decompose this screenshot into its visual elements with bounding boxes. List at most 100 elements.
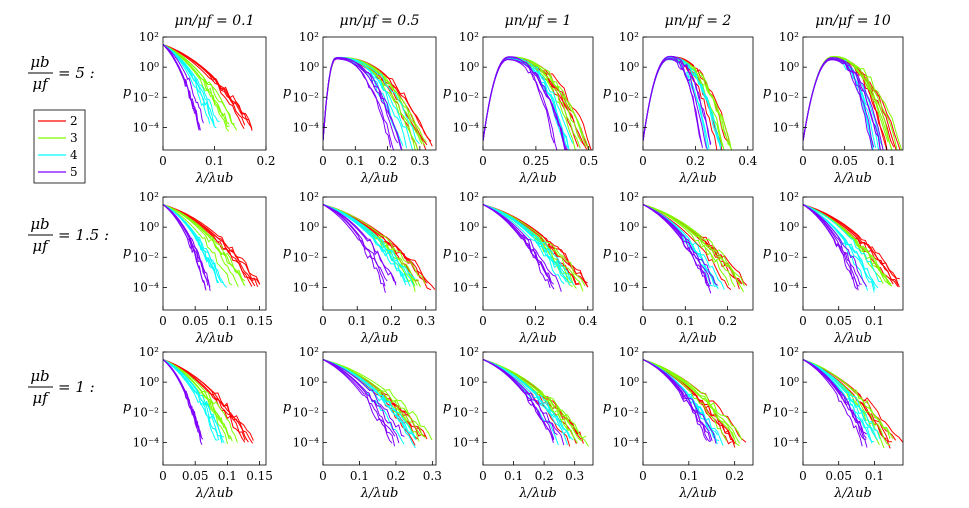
x-tick-label: 0.3 [423,469,442,483]
axes-frame [642,196,754,311]
series-4-line [323,58,403,150]
series-2-line [163,44,246,126]
x-tick-label: 0.2 [725,469,744,483]
series-4-line [643,359,724,446]
series-4-line [163,359,218,441]
y-tick-label: 10⁻⁴ [453,435,480,449]
y-axis-label: p [283,245,292,260]
series-2-line [803,58,888,150]
series-5-line [483,359,554,443]
series-3-line [163,359,228,445]
series-group [323,204,436,293]
series-5-line [803,58,881,150]
y-tick-label: 10⁻⁴ [293,280,320,294]
y-tick-label: 10² [779,30,799,44]
series-5-line [643,359,713,441]
y-tick-label: 10⁻² [613,250,640,264]
series-3-line [643,204,745,287]
x-tick-label: 0.1 [218,314,237,328]
y-axis-label: p [123,85,132,100]
x-tick-label: 0.1 [679,469,698,483]
x-tick-label: 0.1 [676,314,695,328]
series-group [323,56,433,150]
x-tick-label: 0 [799,469,807,483]
y-axis-label: p [443,85,452,100]
series-5-line [803,359,868,448]
x-tick-label: 0.2 [526,314,545,328]
y-axis-label: p [123,400,132,415]
y-axis-label: p [443,245,452,260]
panel-r1-c0: 10² 10⁰ 10⁻² 10⁻⁴ 0 0.05 0.1 0.15 p λ/λub [123,190,273,346]
x-tick-label: 0 [799,314,807,328]
panel-r2-c1: 10² 10⁰ 10⁻² 10⁻⁴ 0 0.1 0.2 0.3 p λ/λub [283,345,442,501]
legend-box [33,109,86,184]
series-group [803,359,903,449]
axes-frame [482,351,594,466]
x-tick-label: 0.5 [579,154,598,168]
y-tick-label: 10⁻⁴ [773,120,800,134]
series-5-line [163,204,211,288]
legend-label-3: 3 [70,131,78,145]
y-tick-label: 10⁻⁴ [133,120,160,134]
row-label-denominator: μf [32,75,50,93]
x-axis-label: λ/λub [360,486,399,501]
series-4-line [803,204,882,283]
row-label-numerator: μb [30,215,49,233]
series-5-line [323,359,405,437]
series-2-line [803,204,900,280]
row-label: μb μf = 1 : [28,367,95,407]
y-tick-label: 10⁻⁴ [133,280,160,294]
y-tick-label: 10⁻² [133,405,160,419]
x-tick-label: 0 [159,469,167,483]
y-tick-label: 10⁰ [139,220,159,234]
column-title: μn/μf = 0.1 [174,13,254,29]
y-tick-label: 10⁰ [619,375,639,389]
x-tick-label: 0 [639,469,647,483]
series-5-line [803,58,881,150]
series-5-line [163,44,204,124]
axes-frame [642,36,754,151]
y-tick-label: 10⁰ [139,60,159,74]
series-4-line [323,204,409,282]
x-axis-label: λ/λub [518,331,557,346]
panel-r2-c3: 10² 10⁰ 10⁻² 10⁻⁴ 0 0.1 0.2 p λ/λub [603,345,754,501]
x-tick-label: 0.2 [256,154,275,168]
series-2-line [163,44,245,130]
y-tick-label: 10² [459,30,479,44]
series-5-line [483,359,555,440]
axes-frame [802,196,904,311]
series-4-line [803,359,879,441]
y-tick-label: 10⁻² [453,250,480,264]
y-tick-label: 10⁻² [453,90,480,104]
y-tick-label: 10² [619,345,639,359]
series-5-line [323,359,393,444]
x-tick-label: 0.1 [218,469,237,483]
column-title: μn/μf = 0.5 [339,13,419,29]
series-4-line [483,58,570,150]
x-tick-label: 0.3 [565,469,584,483]
y-tick-label: 10⁻² [613,405,640,419]
x-tick-label: 0 [319,154,327,168]
series-5-line [483,204,551,283]
panel-r2-c0: 10² 10⁰ 10⁻² 10⁻⁴ 0 0.05 0.1 0.15 p λ/λub [123,345,273,501]
y-tick-label: 10⁻² [293,90,320,104]
row-label: μb μf = 1.5 : [28,215,109,255]
x-tick-label: 0.25 [523,154,550,168]
axes-frame [642,351,754,466]
row-label-value: = 1 : [58,378,95,396]
series-4-line [163,44,220,123]
y-axis-label: p [283,85,292,100]
series-group [483,56,592,150]
y-axis-label: p [123,245,132,260]
x-axis-label: λ/λub [678,486,717,501]
x-axis-label: λ/λub [360,171,399,186]
series-5-line [323,57,392,148]
series-5-line [643,56,712,144]
y-tick-label: 10⁻⁴ [293,435,320,449]
x-tick-label: 0.2 [718,314,737,328]
series-4-line [163,359,223,444]
series-2-line [163,359,249,443]
x-tick-label: 0.1 [865,469,884,483]
y-tick-label: 10² [619,30,639,44]
